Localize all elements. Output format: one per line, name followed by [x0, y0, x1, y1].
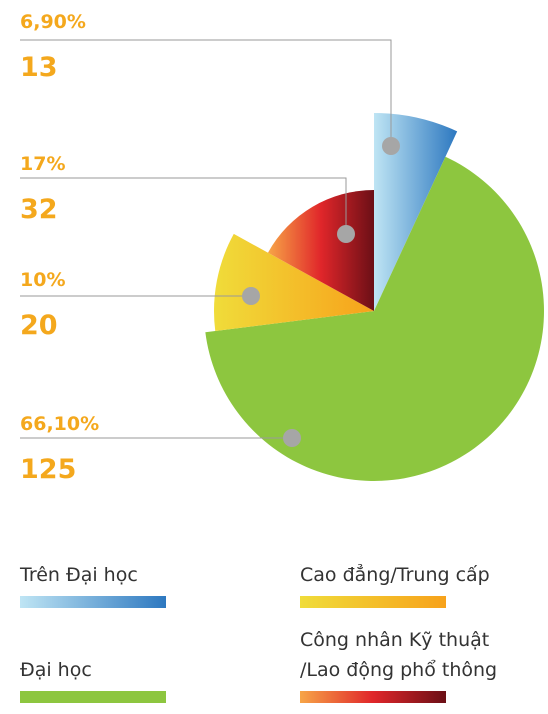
callout-dot — [382, 137, 400, 155]
callout-dot — [283, 429, 301, 447]
pie-slice — [267, 190, 374, 311]
legend-label: Cao đẳng/Trung cấp — [300, 564, 490, 586]
pie-slice — [214, 233, 374, 332]
count-label: 13 — [20, 52, 58, 83]
percent-label: 66,10% — [20, 413, 99, 435]
legend-swatch — [20, 691, 166, 703]
count-label: 20 — [20, 310, 58, 341]
legend-item: Công nhân Kỹ thuật /Lao động phổ thông — [300, 625, 535, 703]
pie-slice — [205, 156, 544, 481]
percent-label: 10% — [20, 269, 65, 291]
callout-line — [20, 39, 392, 146]
percent-label: 17% — [20, 153, 65, 175]
pie-slice — [374, 113, 458, 311]
count-label: 32 — [20, 194, 58, 225]
legend-swatch — [20, 596, 166, 608]
legend-label: Công nhân Kỹ thuật /Lao động phổ thông — [300, 629, 498, 681]
legend-item: Trên Đại học — [20, 560, 260, 608]
legend-swatch — [300, 596, 446, 608]
chart: 6,90% 13 66,10% 125 10% 20 17% 32 — [20, 11, 544, 485]
callout-dot — [337, 225, 355, 243]
count-label: 125 — [20, 454, 76, 485]
percent-label: 6,90% — [20, 11, 86, 33]
callout-dot — [242, 287, 260, 305]
callout-line — [20, 177, 347, 234]
legend-label: Đại học — [20, 659, 92, 681]
legend-swatch — [300, 691, 446, 703]
legend-item: Đại học — [20, 655, 260, 703]
legend-label: Trên Đại học — [20, 564, 138, 586]
legend-item: Cao đẳng/Trung cấp — [300, 560, 540, 608]
